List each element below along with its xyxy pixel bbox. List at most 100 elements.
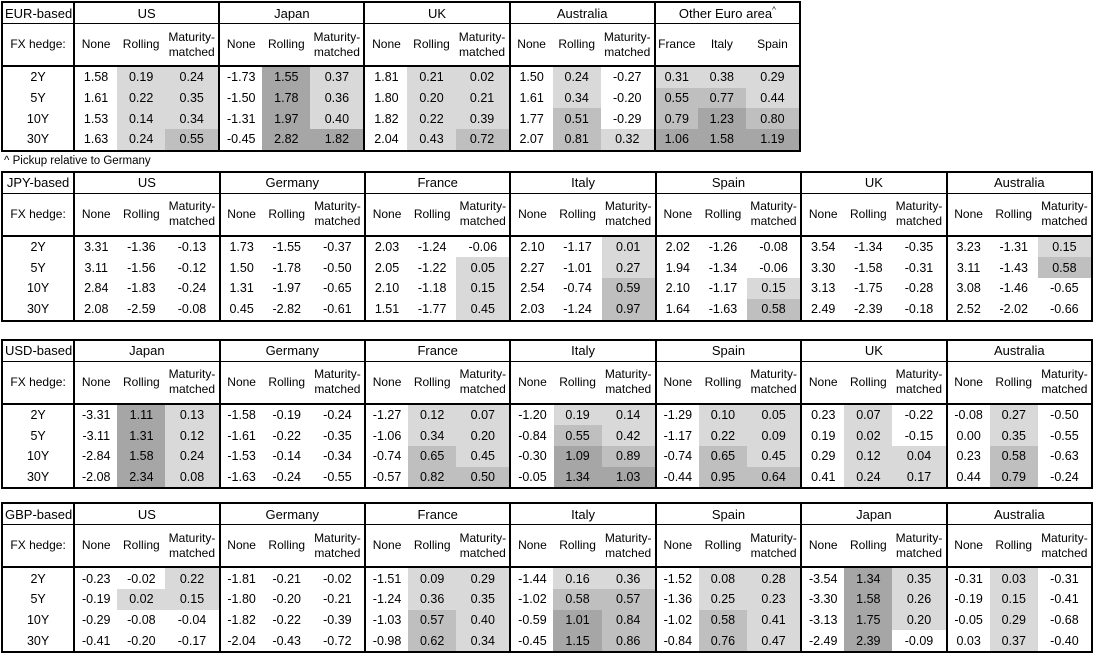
- group-header-spain: Spain: [654, 503, 802, 526]
- column-header-maturity-matched: Maturity-matched: [747, 193, 802, 237]
- value-cell: 0.44: [745, 87, 800, 109]
- data-row-5y: 5Y -0.19 0.02 0.15 -1.80 -0.20 -0.21 -1.24 0.36 0…: [2, 588, 1092, 610]
- value-cell: -0.24: [1050, 469, 1079, 484]
- value-cell: 0.21: [455, 87, 510, 109]
- column-header-rolling: Rolling: [553, 524, 602, 569]
- value-cell: -0.22: [272, 612, 302, 627]
- value-cell: 1.63: [73, 129, 118, 151]
- column-header-rolling: Rolling: [262, 193, 311, 237]
- value-cell: 0.13: [165, 403, 220, 426]
- column-header-rolling: Rolling: [407, 23, 456, 67]
- fx-hedge-label: FX hedge:: [2, 193, 75, 237]
- value-cell: 0.64: [747, 466, 802, 489]
- value-cell: 0.57: [408, 609, 457, 631]
- value-cell: 3.23: [945, 235, 990, 258]
- value-cell: -2.39: [854, 302, 883, 317]
- value-cell: -0.84: [654, 630, 699, 652]
- value-cell: 2.03: [363, 235, 409, 258]
- column-header-none: None: [945, 361, 990, 405]
- data-row-10y: 10Y -0.29 -0.08 -0.04 -1.82 -0.22 -0.39 -1.03 0.…: [2, 609, 1092, 631]
- data-table-eur-based: EUR-based US Japan UK Australia Other Euro ar…: [1, 1, 801, 152]
- column-header-rolling: Rolling: [989, 361, 1038, 405]
- value-cell: -1.77: [417, 302, 447, 317]
- group-header-germany: Germany: [218, 171, 365, 194]
- value-cell: -1.75: [854, 281, 883, 296]
- group-header-us: US: [73, 171, 220, 194]
- column-header-maturity-matched: Maturity-matched: [892, 361, 947, 405]
- value-cell: -0.20: [272, 592, 302, 607]
- group-header-spain: Spain: [654, 171, 802, 194]
- tenor-label: 10Y: [26, 281, 50, 296]
- data-table-usd-based: USD-based Japan Germany France Italy Spain UK A…: [1, 338, 1093, 490]
- value-cell: 1.51: [363, 298, 409, 321]
- value-cell: 0.20: [892, 609, 947, 631]
- fx-hedge-label: FX hedge:: [2, 23, 75, 67]
- tenor-label: 30Y: [26, 469, 50, 484]
- value-cell: -0.59: [509, 609, 554, 631]
- group-header-france: France: [363, 339, 511, 362]
- value-cell: 0.14: [601, 403, 656, 426]
- value-cell: -0.45: [218, 129, 263, 151]
- column-header-maturity-matched: Maturity-matched: [310, 193, 365, 237]
- value-cell: 1.58: [697, 129, 746, 151]
- column-header-rolling: Rolling: [552, 23, 601, 67]
- value-cell: 0.09: [408, 567, 457, 589]
- column-header-none: None: [945, 524, 990, 569]
- value-cell: -0.57: [363, 466, 409, 489]
- value-cell: 0.36: [310, 87, 365, 109]
- value-cell: -1.31: [218, 108, 263, 130]
- table-base-label: EUR-based: [2, 2, 75, 24]
- group-header-australia: Australia: [945, 503, 1092, 526]
- value-cell: -0.18: [904, 302, 934, 317]
- value-cell: 2.10: [654, 278, 699, 299]
- value-cell: 0.10: [698, 403, 748, 426]
- value-cell: 0.43: [407, 129, 456, 151]
- data-table-jpy-based: JPY-based US Germany France Italy Spain UK Aust…: [1, 170, 1093, 322]
- column-header-row: FX hedge: None Rolling Maturity-matched None…: [2, 193, 1092, 237]
- group-header-other-euro-area: Other Euro area^: [653, 2, 800, 24]
- value-cell: -1.50: [218, 87, 263, 109]
- fx-hedge-label: FX hedge:: [2, 361, 75, 405]
- value-cell: -0.20: [612, 91, 642, 106]
- column-header-rolling: Rolling: [989, 193, 1038, 237]
- value-cell: 3.08: [945, 278, 990, 299]
- value-cell: 1.77: [508, 108, 553, 130]
- value-cell: 0.35: [892, 567, 947, 589]
- table-base-label: GBP-based: [2, 503, 75, 526]
- value-cell: 1.31: [218, 278, 263, 299]
- value-cell: 2.02: [654, 235, 699, 258]
- column-header-none: None: [509, 524, 554, 569]
- column-header-none: None: [73, 23, 118, 67]
- footnote-marker: ^: [772, 5, 776, 15]
- group-header-uk: UK: [800, 339, 947, 362]
- column-header-rolling: Rolling: [262, 361, 311, 405]
- value-cell: -1.03: [363, 609, 409, 631]
- value-cell: 3.11: [73, 257, 118, 279]
- group-header-japan: Japan: [73, 339, 220, 362]
- value-cell: -0.55: [1050, 428, 1079, 443]
- value-cell: 0.24: [165, 66, 220, 88]
- value-cell: 1.23: [697, 108, 746, 130]
- group-header-australia: Australia: [945, 171, 1092, 194]
- column-header-rolling: Rolling: [408, 361, 457, 405]
- value-cell: -1.73: [218, 66, 263, 88]
- column-header-maturity-matched: Maturity-matched: [1037, 193, 1092, 237]
- value-cell: -0.08: [945, 403, 990, 426]
- value-cell: -0.34: [323, 449, 352, 464]
- tenor-label: 5Y: [30, 260, 46, 275]
- value-cell: -0.35: [904, 240, 934, 255]
- value-cell: -1.34: [854, 240, 883, 255]
- value-cell: -1.24: [363, 588, 409, 610]
- column-header-maturity-matched: Maturity-matched: [310, 23, 365, 67]
- value-cell: -1.20: [509, 403, 554, 426]
- value-cell: 0.72: [455, 129, 510, 151]
- value-cell: 0.58: [1037, 257, 1092, 279]
- value-cell: -0.14: [272, 449, 302, 464]
- value-cell: 0.58: [989, 445, 1038, 467]
- column-header-rolling: Rolling: [844, 361, 893, 405]
- value-cell: -1.58: [218, 403, 263, 426]
- group-header-italy: Italy: [509, 339, 656, 362]
- value-cell: 0.59: [601, 278, 656, 299]
- column-header-rolling: Rolling: [117, 193, 166, 237]
